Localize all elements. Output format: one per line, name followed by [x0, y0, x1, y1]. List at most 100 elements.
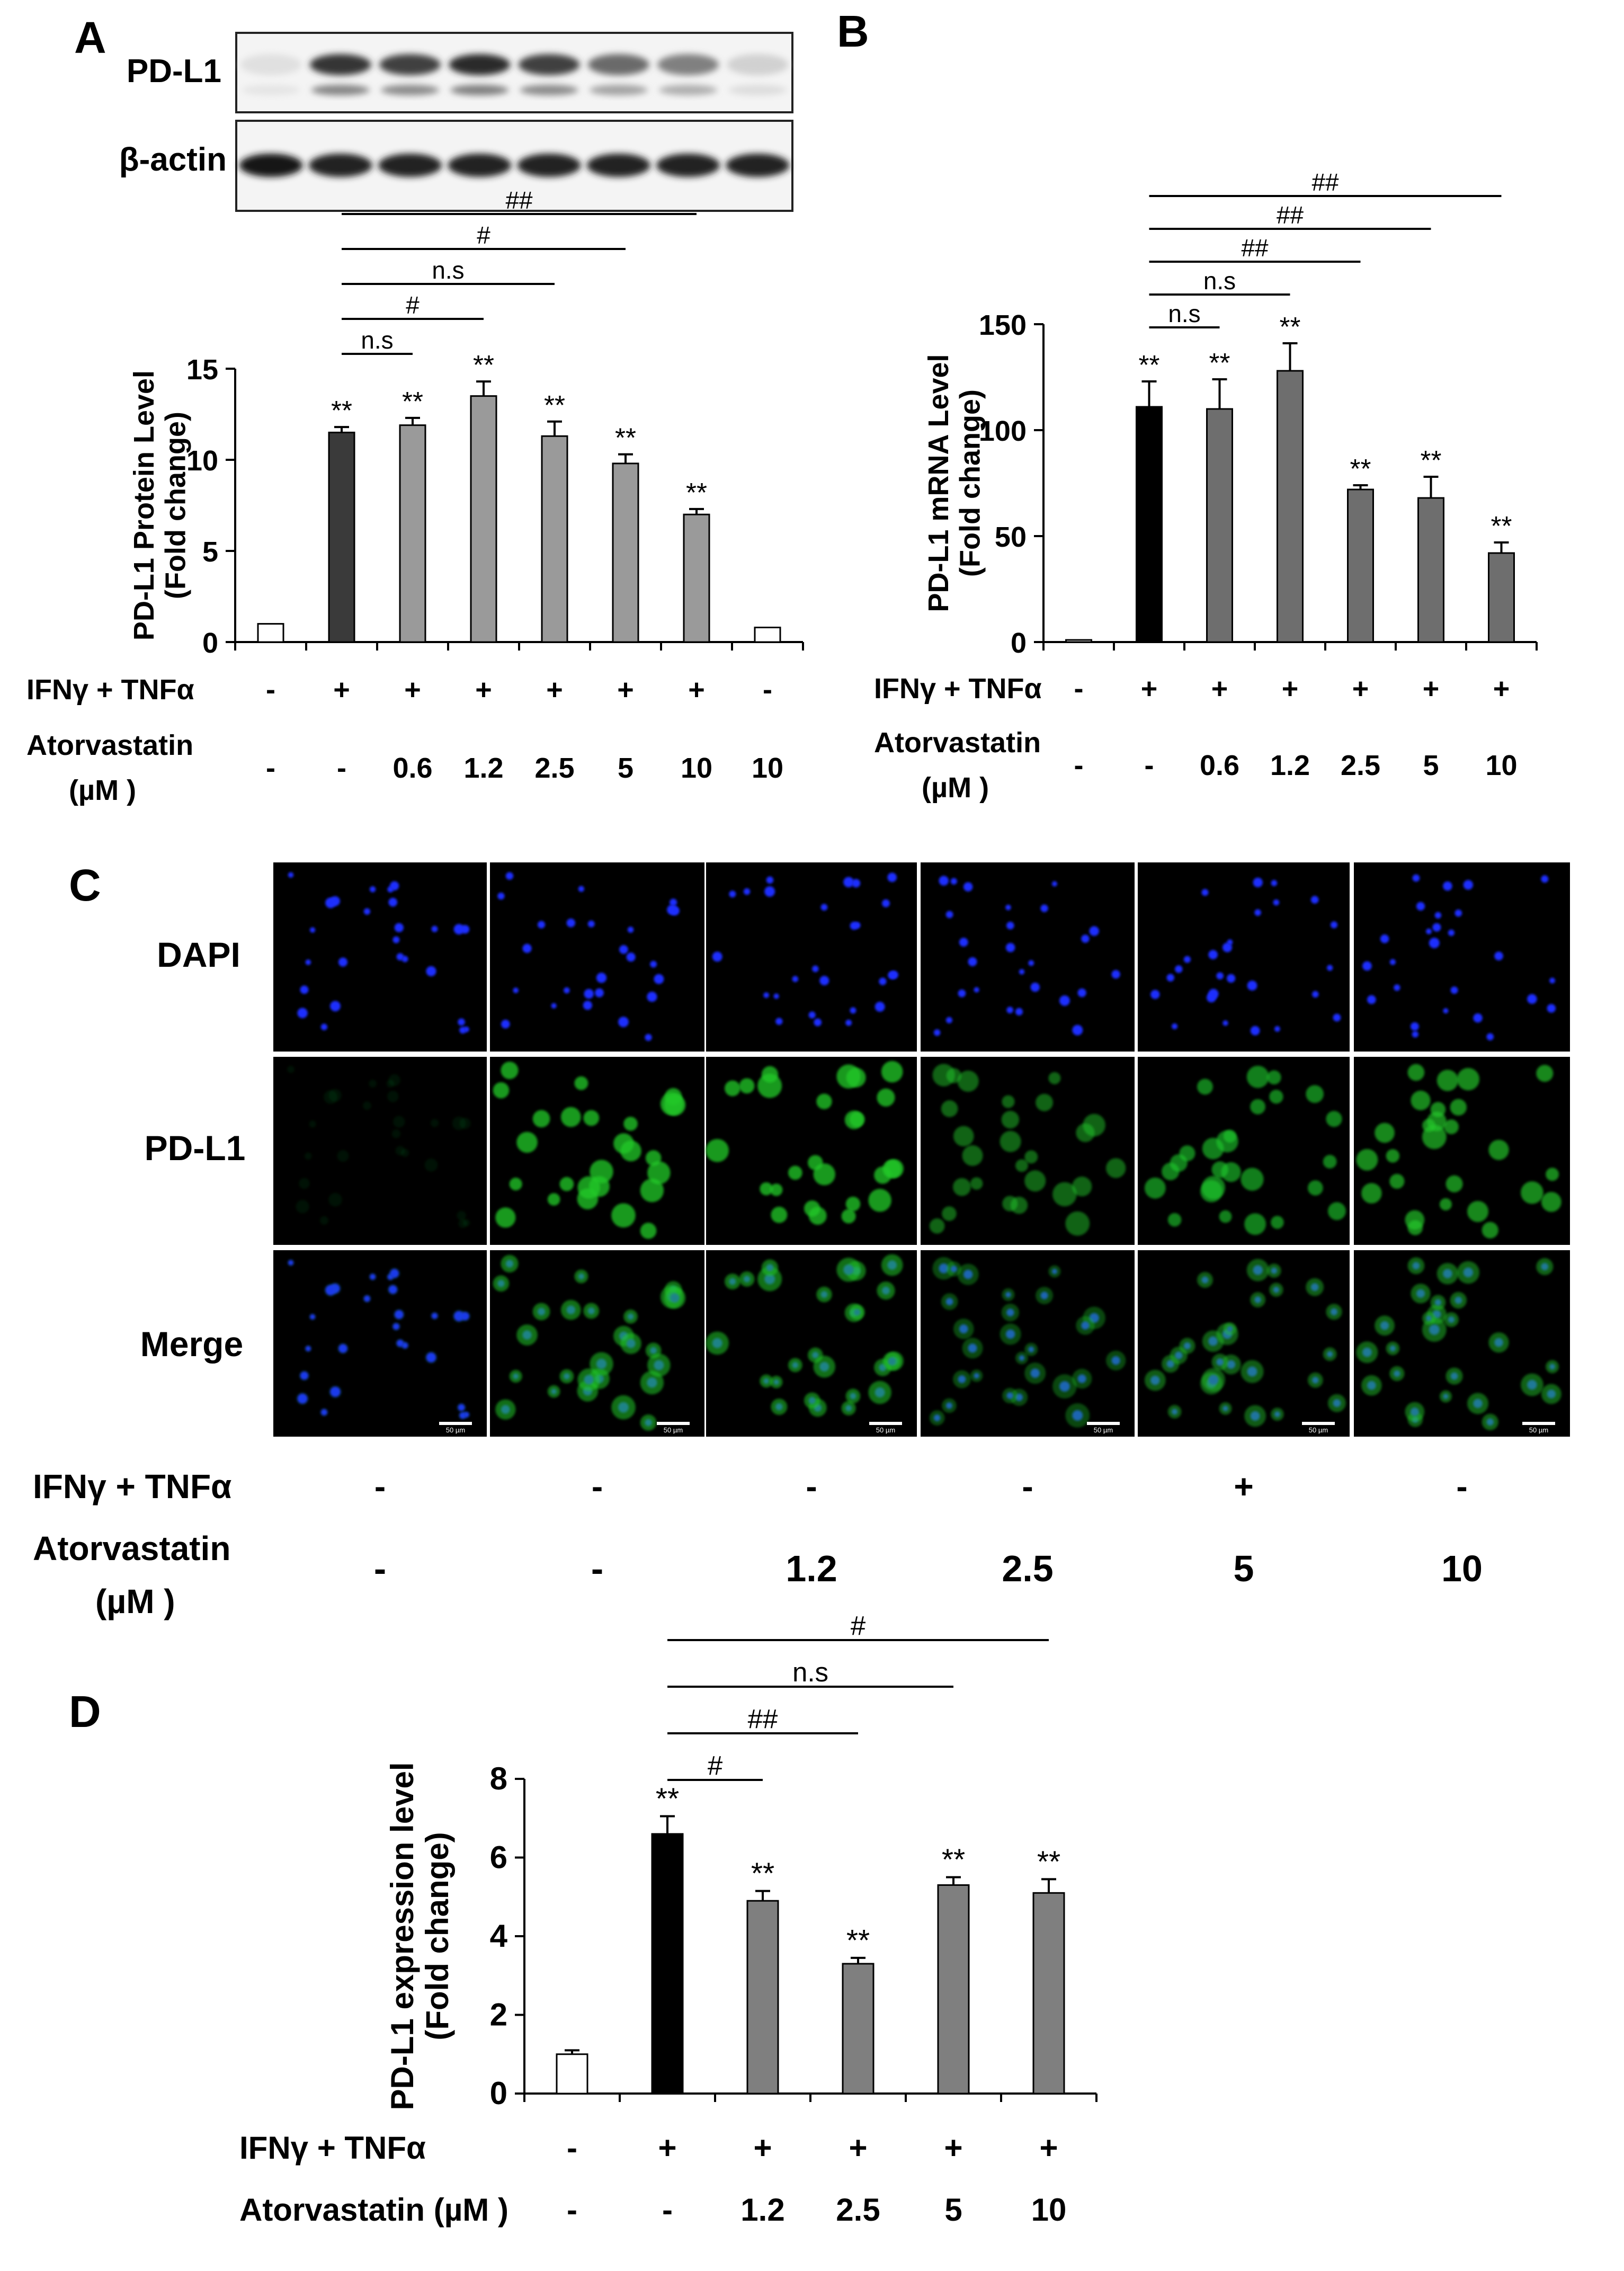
pdl1-cell: [388, 1074, 400, 1086]
pdl1-cell: [640, 1370, 664, 1395]
nucleus: [1250, 1026, 1260, 1036]
blot-band-pdl1: [240, 54, 302, 75]
nucleus: [1434, 912, 1442, 919]
atorvastatin-dose: -: [567, 2192, 577, 2228]
bar: [1032, 1892, 1065, 2095]
pdl1-cell: [1323, 1347, 1337, 1361]
atorvastatin-dose: 2.5: [836, 2192, 880, 2228]
pdl1-cell: [495, 1399, 516, 1420]
pdl1-cell: [1241, 1360, 1264, 1383]
pdl1-cell: [841, 1209, 856, 1224]
pdl1-cell: [771, 1399, 788, 1415]
pdl1-cell: [574, 1269, 588, 1284]
nucleus: [1226, 974, 1236, 983]
pdl1-cell: [560, 1107, 581, 1127]
pdl1-cell: [739, 1078, 755, 1094]
pdl1-cell: [1271, 1216, 1284, 1229]
pdl1-cell: [1375, 1123, 1395, 1143]
ifn-sign: -: [806, 1467, 817, 1506]
pdl1-cell: [296, 1392, 309, 1405]
pdl1-cell: [845, 1388, 861, 1404]
pdl1-cell: [1439, 1390, 1452, 1403]
pdl1-cell: [1389, 1173, 1405, 1189]
c-label-atorvastatin: Atorvastatin: [33, 1529, 230, 1568]
atorvastatin-dose: 1.2: [1270, 750, 1310, 781]
nucleus: [852, 879, 861, 888]
pdl1-cell: [1536, 1065, 1554, 1082]
pdl1-cell: [761, 1259, 779, 1276]
blot-band-actin: [448, 154, 512, 177]
pdl1-cell: [941, 1293, 958, 1311]
pdl1-cell: [1467, 1393, 1488, 1414]
atorvastatin-dose: 10: [1485, 750, 1517, 781]
nucleus: [1166, 974, 1174, 982]
nucleus: [670, 906, 680, 916]
nucleus: [1111, 970, 1120, 979]
nucleus: [850, 1007, 856, 1014]
nucleus: [1541, 875, 1549, 883]
pdl1-cell: [1048, 1265, 1061, 1278]
pdl1-cell: [739, 1271, 755, 1287]
pdl1-cell: [577, 1368, 601, 1391]
nucleus: [1081, 934, 1090, 943]
significance-label: **: [1209, 348, 1230, 378]
pdl1-cell: [319, 1216, 328, 1225]
atorvastatin-dose: 1.2: [740, 2192, 784, 2228]
pdl1-cell: [1001, 1303, 1020, 1322]
pdl1-cell: [532, 1110, 550, 1128]
nucleus: [879, 977, 887, 985]
y-tick-label: 10: [186, 445, 218, 477]
scale-bar: [1522, 1422, 1555, 1425]
pdl1-cell: [583, 1110, 600, 1126]
bar: [612, 462, 639, 643]
pdl1-cell: [868, 1189, 891, 1212]
nucleus: [812, 965, 819, 973]
pdl1-cell: [1521, 1373, 1543, 1396]
pdl1-cell: [1375, 1315, 1395, 1336]
nucleus: [460, 925, 470, 934]
pdl1-cell: [1541, 1191, 1561, 1212]
significance-label: **: [846, 1923, 870, 1957]
nucleus: [390, 881, 399, 890]
pdl1-cell: [957, 1070, 979, 1092]
nucleus: [843, 877, 854, 888]
nucleus: [458, 1018, 465, 1026]
nucleus: [875, 1002, 885, 1012]
pdl1-cell: [836, 1258, 861, 1282]
pdl1-cell: [501, 1061, 519, 1080]
pdl1-cell: [942, 1398, 957, 1413]
pdl1-cell: [462, 1411, 470, 1419]
y-tick-label: 50: [995, 521, 1027, 553]
comparison-label: ##: [748, 1704, 778, 1734]
pdl1-cell: [430, 1119, 439, 1127]
bar: [1206, 408, 1233, 643]
pdl1-cell: [1521, 1181, 1543, 1204]
ifn-sign: +: [1039, 2130, 1058, 2166]
pdl1-cell: [328, 1385, 342, 1399]
pdl1-cell: [1405, 1210, 1425, 1230]
bar: [1065, 639, 1092, 643]
pdl1-cell: [946, 1068, 961, 1083]
nucleus: [1412, 1031, 1418, 1038]
nucleus: [1006, 921, 1014, 930]
nucleus: [1005, 942, 1015, 952]
pdl1-cell: [559, 1177, 574, 1191]
ifn-sign: -: [763, 674, 772, 706]
pdl1-cell: [457, 1210, 466, 1221]
pdl1-cell: [1439, 1198, 1452, 1210]
pdl1-cell: [1488, 1332, 1509, 1353]
western-blot: PD-L1 β-actin: [119, 32, 793, 212]
nucleus: [1247, 981, 1257, 991]
atorvastatin-dose: -: [591, 1548, 603, 1589]
blot-band-pdl1: [657, 54, 719, 75]
atorvastatin-dose: 5: [1423, 750, 1439, 781]
pdl1-cell: [813, 1356, 835, 1378]
comparison-label: ##: [1277, 201, 1304, 229]
pdl1-cell: [1457, 1068, 1480, 1091]
pdl1-cell: [1267, 1070, 1281, 1085]
nucleus: [854, 922, 861, 929]
c-label-um: (µM ): [95, 1582, 175, 1620]
bar: [1417, 497, 1444, 643]
significance-label: **: [942, 1843, 965, 1877]
pdl1-cell: [836, 1064, 861, 1089]
